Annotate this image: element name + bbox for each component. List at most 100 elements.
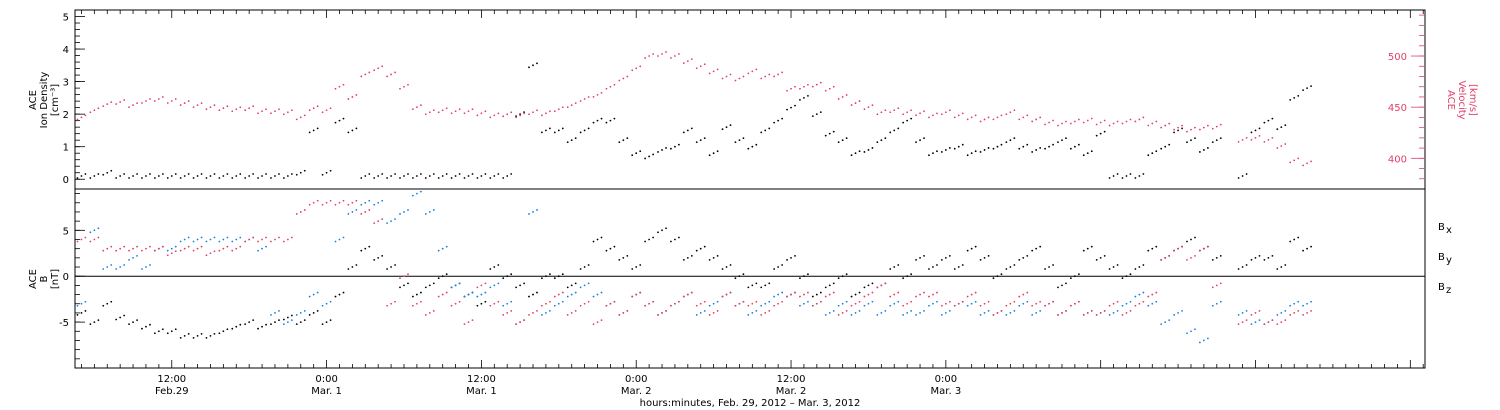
bz-point (80, 238, 83, 241)
density-point (1129, 173, 1132, 175)
by-point (174, 245, 177, 248)
density-point (226, 173, 229, 175)
bz-point (1181, 245, 1183, 248)
bz-point (303, 209, 306, 211)
legend-entry-sub: y (1446, 255, 1452, 266)
top-right-ytick-label: 400 (1388, 154, 1407, 165)
velocity-point (1073, 120, 1076, 123)
by-point (1026, 300, 1029, 303)
bx-point (222, 330, 225, 333)
by-point (399, 213, 401, 215)
velocity-point (484, 110, 487, 113)
velocity-point (871, 104, 874, 107)
density-point (170, 175, 173, 177)
xtick-label-date: Feb.29 (155, 386, 189, 397)
velocity-point (940, 113, 943, 116)
bx-point (570, 284, 573, 287)
velocity-point (644, 57, 647, 59)
top-ytick-label: 2 (63, 110, 69, 121)
by-point (1039, 310, 1042, 312)
density-point (781, 117, 784, 120)
bz-point (1245, 319, 1248, 322)
density-point (209, 175, 212, 177)
density-point (415, 175, 418, 177)
by-point (893, 302, 896, 305)
by-point (1108, 314, 1111, 316)
bx-point (286, 316, 289, 319)
velocity-point (721, 77, 724, 80)
density-point (1090, 150, 1093, 153)
density-point (115, 177, 118, 179)
bx-point (639, 264, 642, 266)
by-point (411, 194, 414, 197)
by-point (1134, 295, 1137, 298)
velocity-point (325, 109, 328, 112)
bx-point (1254, 256, 1257, 259)
bx-point (1005, 268, 1008, 270)
bz-point (1112, 302, 1115, 305)
bx-point (652, 236, 655, 239)
velocity-point (1000, 114, 1003, 117)
density-point (777, 119, 780, 122)
density-point (274, 175, 276, 177)
bz-point (1306, 312, 1308, 314)
density-point (1103, 130, 1106, 133)
density-point (373, 177, 376, 179)
density-point (545, 129, 547, 132)
bz-point (738, 302, 741, 305)
density-point (145, 175, 147, 177)
bx-point (854, 293, 857, 296)
bz-point (566, 314, 569, 316)
velocity-point (1116, 120, 1119, 123)
by-point (445, 245, 448, 248)
bx-point (183, 334, 186, 337)
by-point (828, 312, 831, 314)
bx-point (923, 254, 925, 257)
bx-point (708, 258, 711, 261)
velocity-point (863, 108, 866, 111)
bz-point (351, 201, 354, 204)
bx-point (557, 275, 560, 278)
by-point (454, 284, 457, 287)
bz-point (316, 199, 319, 202)
bx-point (437, 277, 440, 280)
bx-point (932, 266, 934, 268)
bx-point (1258, 254, 1261, 257)
density-point (747, 147, 750, 150)
by-point (1302, 304, 1304, 307)
bz-point (183, 247, 186, 250)
bx-point (1086, 247, 1089, 250)
density-point (928, 154, 930, 157)
bz-point (1031, 304, 1034, 307)
bx-point (799, 277, 801, 280)
bz-point (1052, 300, 1054, 303)
bz-point (411, 304, 414, 307)
density-point (1112, 175, 1115, 177)
velocity-point (364, 73, 367, 76)
by-point (600, 291, 603, 294)
bz-point (1026, 291, 1029, 294)
legend-entry: B (1438, 282, 1445, 293)
velocity-point (979, 120, 982, 123)
velocity-point (316, 105, 319, 108)
density-point (734, 141, 737, 144)
bottom-ytick-label: -5 (59, 318, 69, 329)
legend-entry-sub: x (1446, 225, 1452, 236)
bz-point (948, 300, 951, 303)
density-point (179, 177, 182, 179)
bz-point (1005, 304, 1008, 307)
velocity-point (786, 89, 788, 92)
bx-point (484, 300, 487, 303)
bx-point (132, 321, 134, 324)
bx-point (815, 293, 818, 296)
bx-point (386, 268, 388, 270)
by-point (850, 314, 853, 316)
velocity-point (471, 108, 474, 111)
by-point (1164, 321, 1167, 324)
velocity-point (674, 55, 676, 57)
by-point (592, 295, 595, 298)
density-point (1086, 152, 1089, 155)
bz-point (1099, 312, 1102, 314)
by-point (115, 268, 118, 270)
velocity-point (1245, 137, 1248, 139)
